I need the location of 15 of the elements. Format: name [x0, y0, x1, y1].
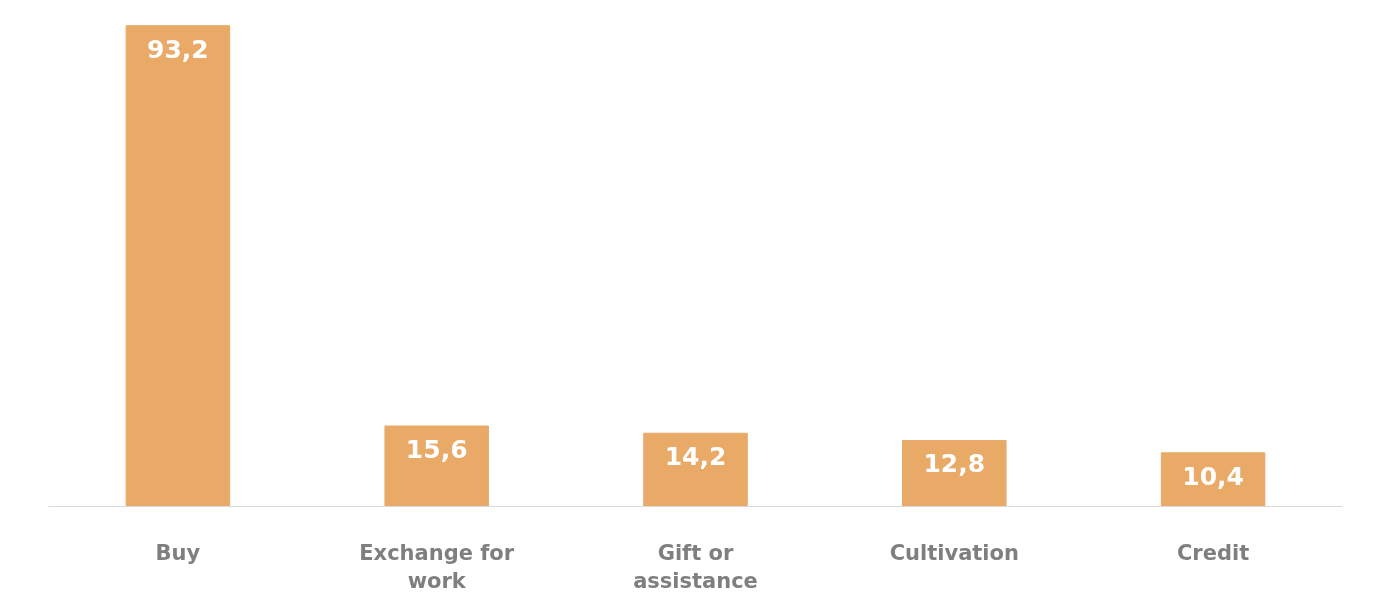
x-tick-label: Buy	[155, 540, 201, 565]
data-label: 15,6	[405, 435, 468, 465]
x-tick-label: Gift or assistance	[633, 540, 758, 594]
data-label: 93,2	[147, 34, 209, 64]
data-label: 14,2	[664, 442, 727, 472]
bar	[1160, 452, 1266, 507]
bar	[125, 25, 231, 507]
x-tick-label: Credit	[1176, 540, 1250, 565]
bar	[384, 425, 489, 507]
bar	[643, 432, 748, 507]
x-tick-label: Cultivation	[889, 540, 1019, 565]
data-label: 10,4	[1182, 461, 1244, 491]
data-label: 12,8	[923, 449, 986, 479]
x-tick-label: Exchange for work	[359, 540, 515, 594]
bar	[902, 439, 1007, 507]
